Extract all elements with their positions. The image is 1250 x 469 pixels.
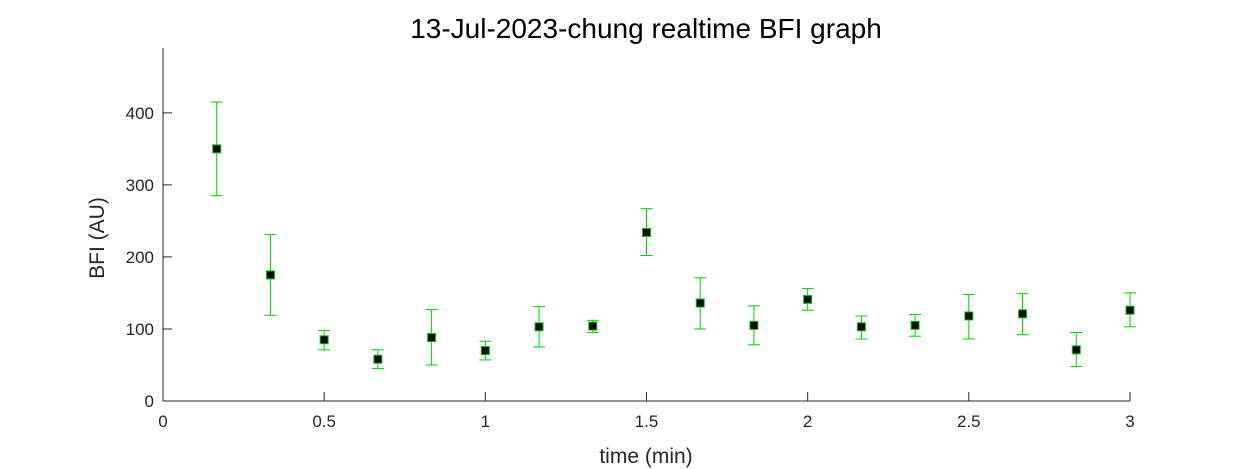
y-tick-label: 400	[126, 104, 154, 123]
axes: 0 0.5 1 1.5 2 2.5 3 0 100 200 300 400	[126, 48, 1135, 431]
data-point	[480, 346, 490, 356]
data-point	[856, 322, 866, 332]
x-tick-label: 3	[1125, 412, 1134, 431]
data-point	[803, 294, 813, 304]
data-point	[695, 298, 705, 308]
data-point	[1018, 309, 1028, 319]
x-tick-label: 0	[158, 412, 167, 431]
data-point	[910, 320, 920, 330]
data-point	[212, 144, 222, 154]
data-point	[373, 354, 383, 364]
x-tick-label: 2	[803, 412, 812, 431]
errorbars	[210, 101, 1136, 370]
data-point	[1071, 345, 1081, 355]
data-point	[749, 320, 759, 330]
y-tick-label: 300	[126, 176, 154, 195]
x-tick-label: 0.5	[312, 412, 336, 431]
data-point	[427, 333, 437, 343]
data-point	[534, 322, 544, 332]
chart-title: 13-Jul-2023-chung realtime BFI graph	[410, 13, 882, 44]
x-axis-label: time (min)	[599, 445, 692, 468]
markers	[212, 144, 1135, 364]
y-tick-label: 100	[126, 320, 154, 339]
x-tick-label: 1.5	[635, 412, 659, 431]
data-point	[588, 321, 598, 331]
data-point	[265, 270, 275, 280]
x-tick-label: 2.5	[957, 412, 981, 431]
data-point	[1125, 305, 1135, 315]
data-point	[642, 227, 651, 237]
y-tick-label: 0	[145, 392, 154, 411]
data-point	[319, 335, 329, 345]
x-tick-label: 1	[481, 412, 490, 431]
y-tick-label: 200	[126, 248, 154, 267]
y-axis-label: BFI (AU)	[86, 197, 109, 279]
data-point	[964, 311, 974, 321]
